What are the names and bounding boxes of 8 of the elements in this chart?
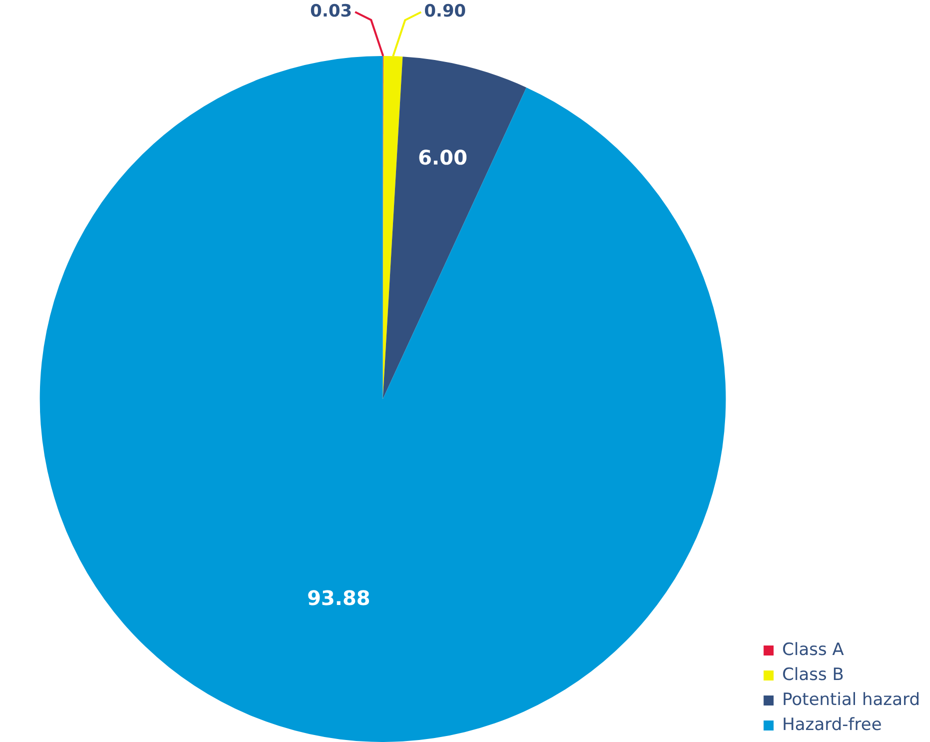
legend-label: Potential hazard xyxy=(782,690,920,710)
legend-label: Class A xyxy=(782,640,844,660)
data-label: 0.90 xyxy=(424,2,466,22)
legend-label: Hazard-free xyxy=(782,714,882,735)
data-label: 0.03 xyxy=(310,1,352,22)
data-label: 6.00 xyxy=(418,146,468,170)
legend-label: Class B xyxy=(782,664,844,685)
data-label: 93.88 xyxy=(307,586,370,610)
